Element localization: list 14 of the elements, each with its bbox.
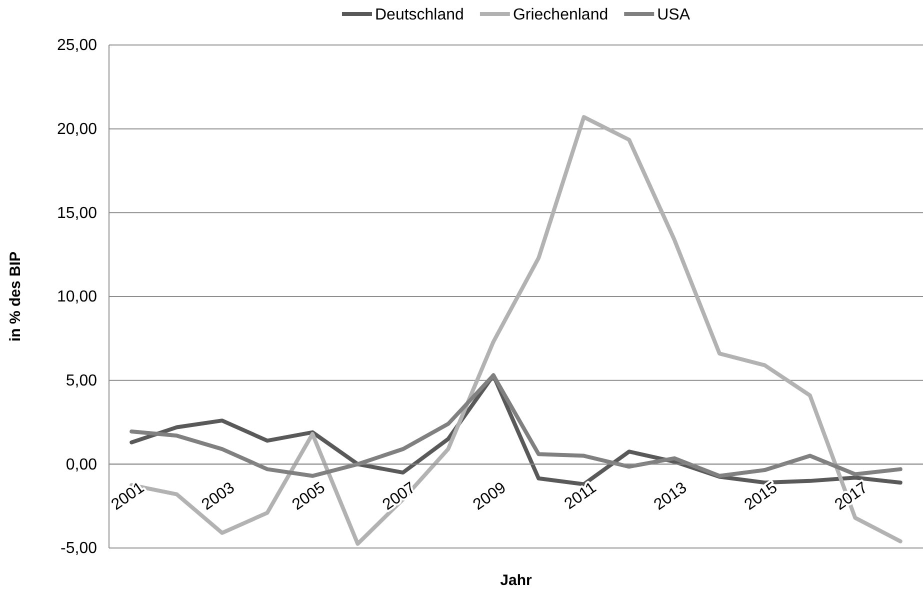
y-tick-label: 0,00	[66, 456, 98, 474]
y-tick-label: 15,00	[56, 204, 98, 222]
x-tick-label: 2011	[562, 479, 600, 514]
y-tick-label: 10,00	[56, 288, 98, 306]
x-tick-label: 2001	[108, 479, 148, 514]
y-tick-label: 25,00	[56, 37, 98, 54]
y-axis-title: in % des BIP	[7, 251, 24, 342]
legend-label: USA	[657, 6, 690, 24]
legend-label: Deutschland	[374, 6, 464, 24]
legend-label: Griechenland	[512, 6, 608, 24]
x-axis-title: Jahr	[500, 572, 532, 589]
y-tick-label: 20,00	[56, 120, 98, 138]
y-tick-label: -5,00	[60, 540, 98, 558]
y-tick-label: 5,00	[66, 372, 98, 390]
